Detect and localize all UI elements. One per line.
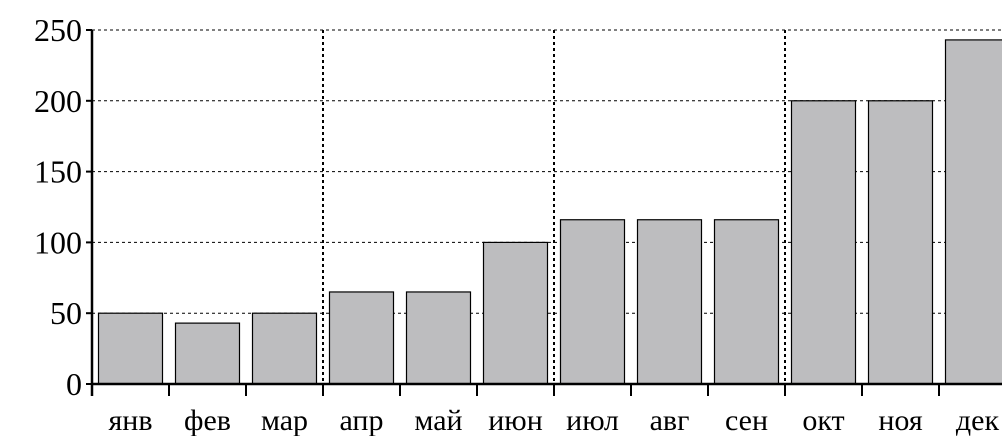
x-tick-label: фев [184, 404, 231, 436]
axes [86, 29, 1002, 396]
bar-фев [174, 322, 241, 385]
bar-авг [636, 219, 703, 385]
bar-май [405, 291, 472, 385]
bar-янв [97, 312, 164, 385]
y-tick-label: 50 [50, 295, 82, 331]
x-tick-label: ноя [878, 404, 922, 436]
labels-layer: 0 50 100 150 200 250 янв фев мар апр май июн июл авг с… [34, 12, 1000, 436]
x-tick-label: янв [108, 404, 152, 436]
bars-layer [97, 39, 1002, 385]
x-tick-label: апр [340, 404, 384, 436]
bar-июн [482, 241, 549, 385]
x-tick-label: мар [261, 404, 308, 436]
y-tick-label: 150 [34, 154, 82, 190]
bar-апр [328, 291, 395, 385]
x-tick-label: окт [802, 404, 844, 436]
bar-сен [713, 219, 780, 385]
y-tick-label: 250 [34, 12, 82, 48]
x-tick-label: авг [650, 404, 690, 436]
x-tick-label: июл [566, 404, 619, 436]
bar-окт [790, 100, 857, 385]
y-tick-label: 100 [34, 224, 82, 260]
x-tick-label: дек [956, 404, 1000, 436]
bar-дек [944, 39, 1002, 385]
y-tick-label: 0 [66, 366, 82, 402]
bar-мар [251, 312, 318, 385]
x-tick-label: май [414, 404, 462, 436]
x-tick-label: сен [725, 404, 768, 436]
x-tick-label: июн [488, 404, 543, 436]
quarter-separators [322, 30, 786, 384]
bar-июл [559, 219, 626, 385]
y-tick-label: 200 [34, 83, 82, 119]
bar-ноя [867, 100, 934, 385]
